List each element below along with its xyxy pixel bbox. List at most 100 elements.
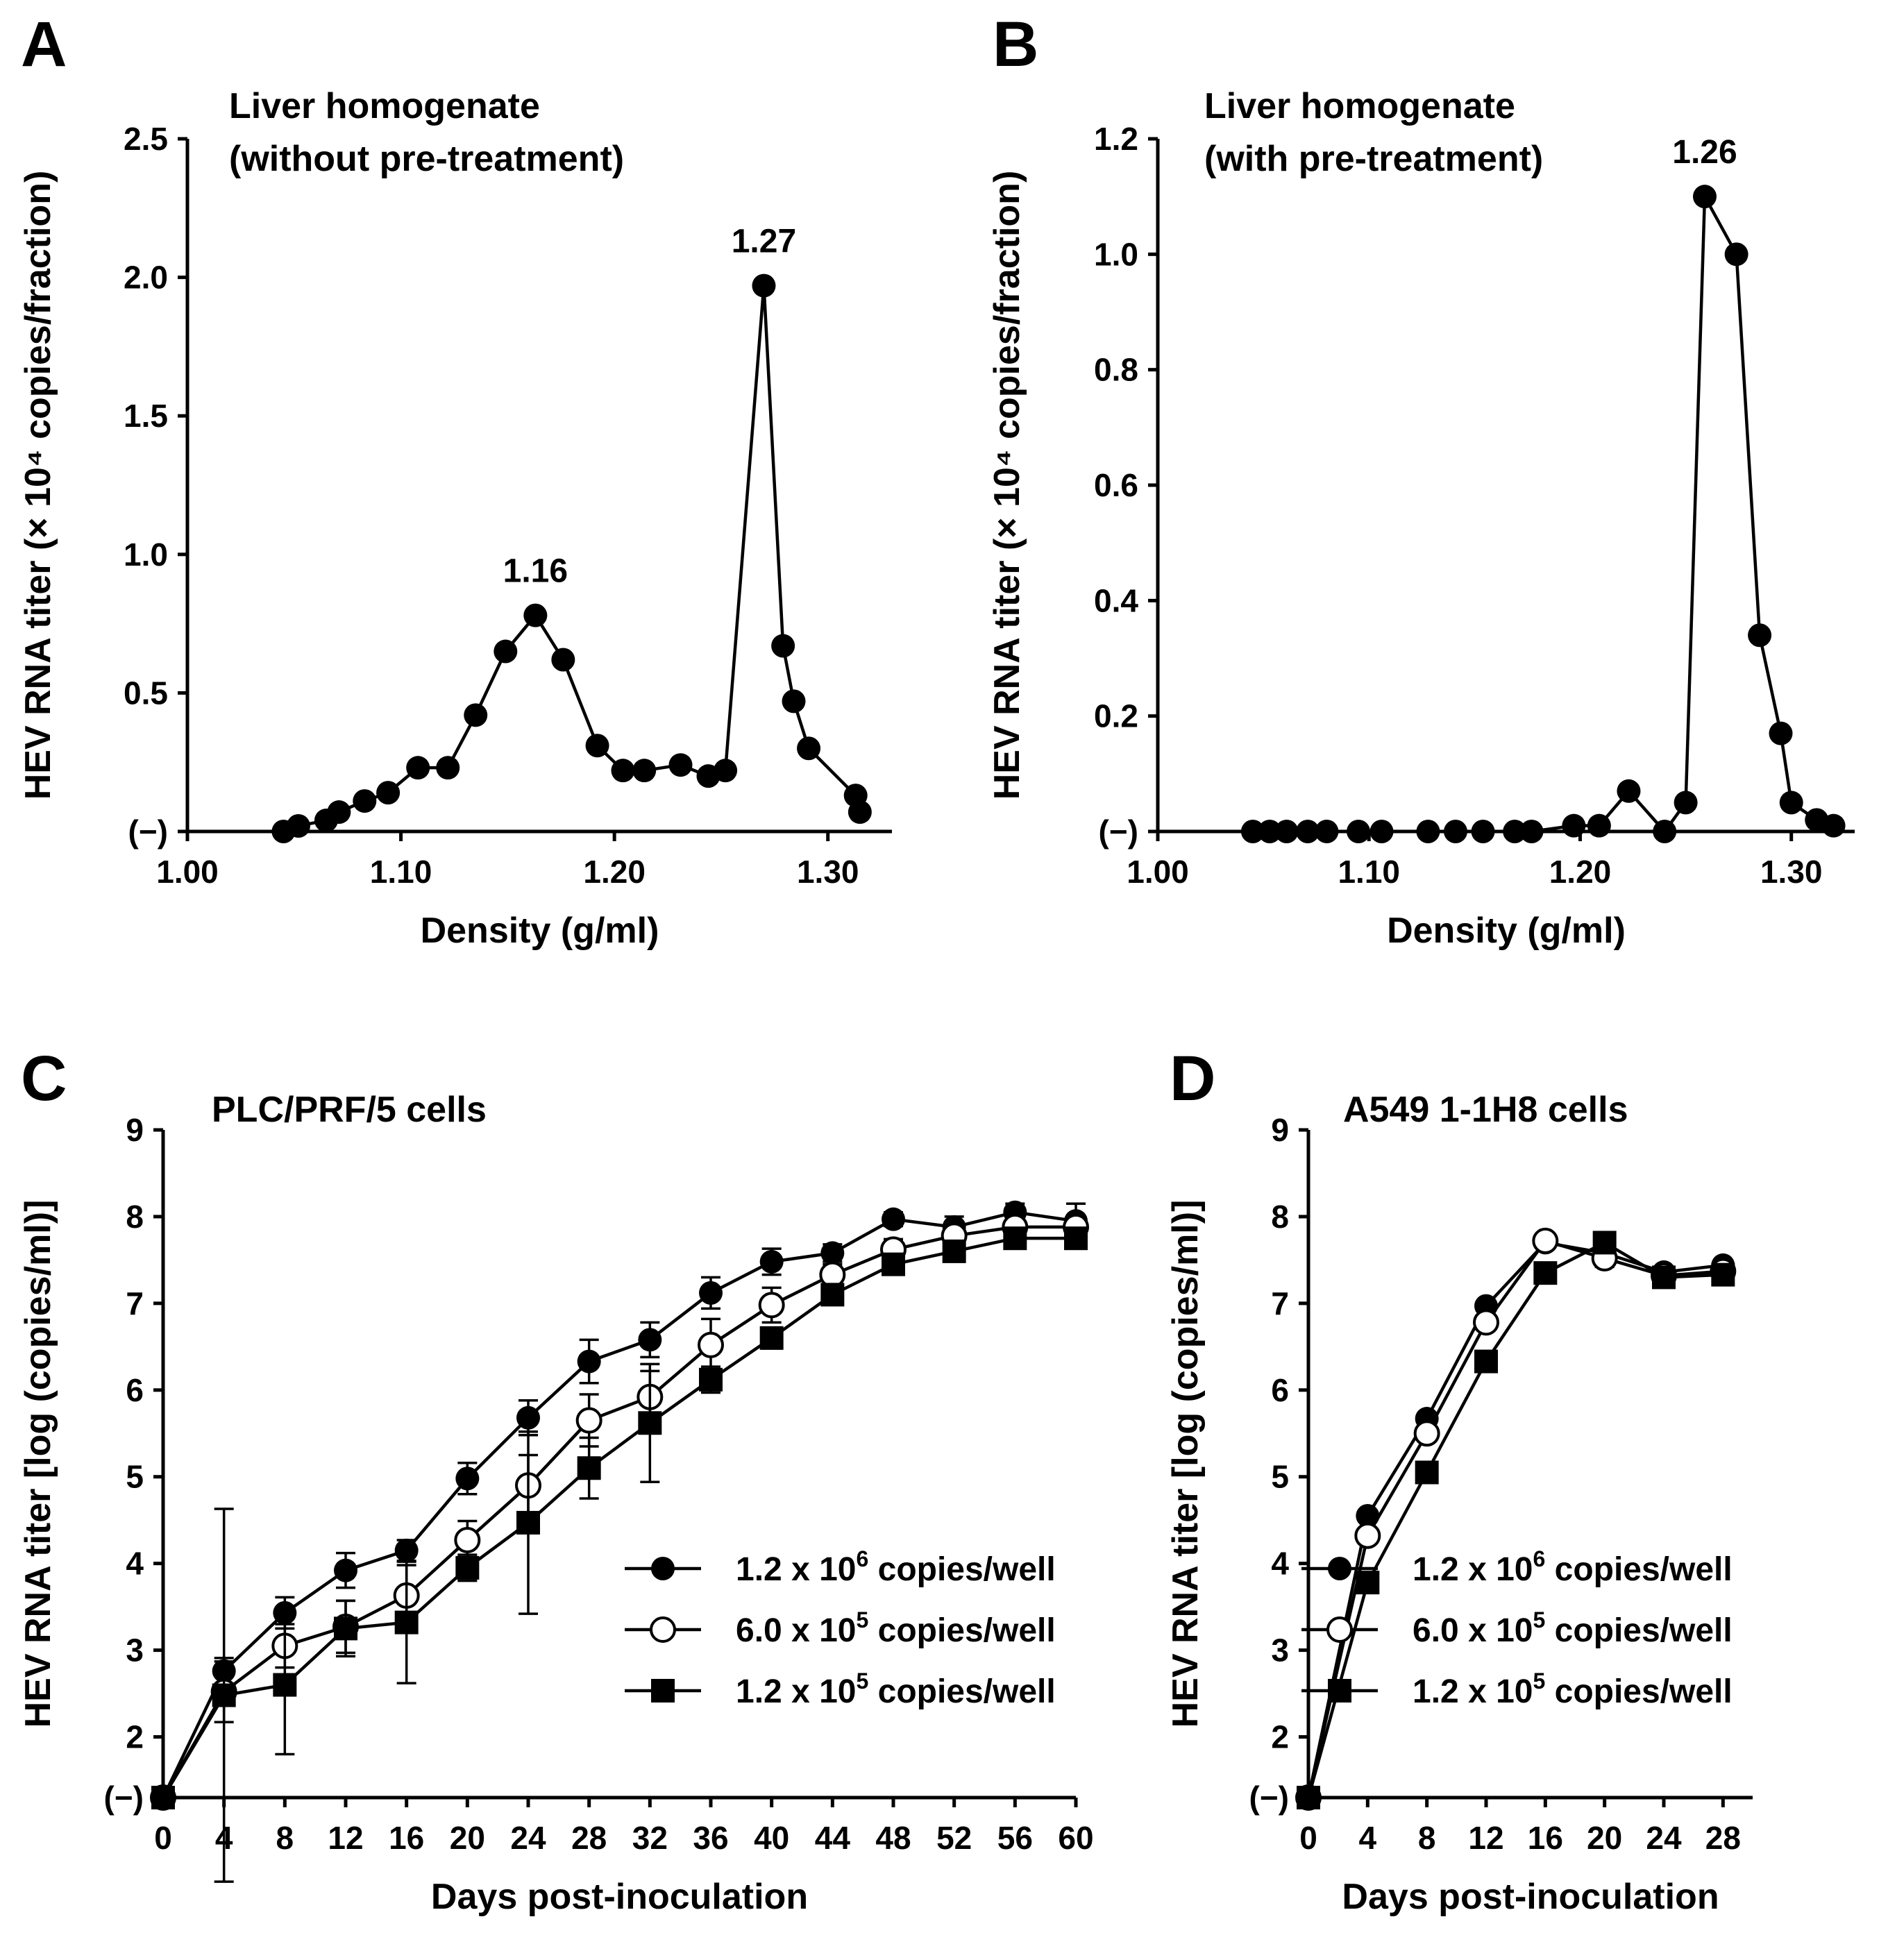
x-tick-label: 24	[1646, 1820, 1682, 1856]
panel-b: B Liver homogenate (with pre-treatment) (−)…	[987, 9, 1855, 951]
data-point	[698, 1331, 724, 1358]
data-point	[752, 273, 776, 298]
legend-text: copies/well	[1545, 1673, 1732, 1710]
panel-a: A Liver homogenate (without pre-treatment)…	[18, 9, 892, 951]
data-point	[455, 1555, 480, 1580]
y-tick-label: 9	[1271, 1112, 1289, 1148]
chart-title: PLC/PRF/5 cells	[212, 1090, 487, 1130]
series-1	[151, 1200, 1088, 1809]
x-tick-label: 36	[693, 1820, 728, 1856]
y-tick-label: 0.4	[1094, 582, 1138, 618]
y-tick-label: 6	[1271, 1372, 1289, 1408]
data-point	[1519, 820, 1544, 843]
y-tick-label: 8	[1271, 1199, 1289, 1235]
x-tick-label: 20	[1587, 1820, 1622, 1856]
x-tick-label: 1.30	[1760, 854, 1823, 890]
y-tick-label: 1.0	[1094, 236, 1138, 272]
data-point	[1562, 813, 1586, 838]
data-point	[1274, 820, 1299, 843]
data-point	[454, 1526, 481, 1553]
data-point	[797, 736, 821, 761]
data-point	[1297, 1786, 1320, 1809]
legend-item: 1.2 x 105 copies/well	[1301, 1668, 1733, 1710]
x-tick-label: 8	[1418, 1820, 1436, 1856]
data-point	[523, 603, 548, 627]
series-line	[1252, 190, 1835, 834]
chart-title: A549 1-1H8 cells	[1343, 1090, 1628, 1130]
data-point	[334, 1616, 357, 1641]
data-point	[575, 1407, 602, 1434]
x-tick-label: 4	[1359, 1820, 1377, 1856]
x-tick-label: 32	[632, 1820, 668, 1856]
y-tick-label: 0.2	[1094, 698, 1138, 734]
legend-exponent: 5	[856, 1668, 868, 1693]
data-point	[759, 1326, 784, 1350]
data-point	[1416, 820, 1440, 843]
x-tick-label: 20	[450, 1820, 485, 1856]
data-point	[1064, 1226, 1088, 1251]
x-tick-label: 16	[389, 1820, 424, 1856]
data-point	[406, 756, 430, 780]
x-tick-label: 0	[154, 1820, 172, 1856]
y-tick-label: 8	[126, 1199, 144, 1235]
y-tick-label: (−)	[1249, 1780, 1290, 1816]
y-tick-label: 1.0	[124, 537, 168, 573]
legend-text: copies/well	[868, 1673, 1055, 1710]
series-3	[151, 1226, 1088, 1883]
data-point	[1748, 623, 1772, 648]
legend-marker	[1328, 1557, 1351, 1580]
data-point	[1003, 1226, 1027, 1251]
data-point	[942, 1239, 966, 1263]
chart-title: Liver homogenate	[229, 86, 540, 126]
x-tick-label: 1.20	[583, 854, 646, 890]
data-point	[1474, 1349, 1498, 1374]
legend-text: copies/well	[868, 1612, 1055, 1649]
data-point	[632, 759, 657, 783]
data-point	[394, 1538, 419, 1562]
x-tick-label: 1.10	[370, 854, 432, 890]
data-point	[699, 1367, 723, 1392]
data-point	[1315, 820, 1339, 843]
data-point	[638, 1411, 662, 1435]
x-tick-label: 40	[754, 1820, 789, 1856]
data-point	[273, 1600, 297, 1625]
x-tick-label: 1.10	[1338, 854, 1400, 890]
data-point	[1821, 813, 1846, 838]
data-point	[1356, 1503, 1380, 1528]
data-point	[273, 1673, 297, 1697]
y-tick-label: 1.2	[1094, 121, 1138, 157]
data-point	[1592, 1231, 1617, 1255]
legend-label: 6.0 x 105 copies/well	[736, 1607, 1056, 1649]
legend-text: 6.0 x 10	[736, 1612, 856, 1649]
x-tick-label: 28	[571, 1820, 607, 1856]
x-tick-label: 8	[276, 1820, 294, 1856]
panel-letter: C	[21, 1043, 67, 1114]
legend-marker	[1328, 1679, 1351, 1703]
data-point	[1473, 1309, 1499, 1336]
data-point	[699, 1281, 723, 1305]
data-point	[882, 1252, 905, 1276]
data-point	[1240, 820, 1265, 843]
legend-label: 1.2 x 105 copies/well	[1413, 1668, 1733, 1710]
x-axis-label: Density (g/ml)	[421, 911, 659, 951]
data-point	[668, 753, 693, 777]
data-point	[1296, 820, 1320, 843]
data-point	[494, 639, 518, 664]
data-point	[1356, 1571, 1380, 1595]
data-point	[1724, 242, 1748, 267]
legend-text: 1.2 x 10	[1413, 1551, 1533, 1588]
y-tick-label: (−)	[128, 813, 169, 850]
legend-exponent: 5	[1533, 1668, 1545, 1693]
legend-text: 1.2 x 10	[736, 1673, 856, 1710]
chart-title: (with pre-treatment)	[1204, 139, 1543, 179]
data-point	[212, 1683, 236, 1707]
data-point	[611, 759, 635, 783]
data-point	[436, 756, 460, 780]
x-tick-label: 1.20	[1549, 854, 1612, 890]
y-tick-label: 9	[126, 1112, 144, 1148]
legend-item: 1.2 x 105 copies/well	[625, 1668, 1056, 1710]
data-point	[1503, 820, 1527, 843]
legend-text: copies/well	[1545, 1551, 1732, 1588]
series-3	[1297, 1231, 1735, 1809]
y-axis-label: HEV RNA titer [log (copies/ml)]	[1165, 1200, 1206, 1728]
